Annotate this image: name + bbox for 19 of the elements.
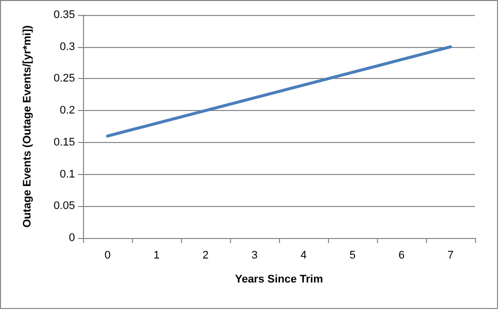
x-tick-label: 2 bbox=[202, 250, 209, 262]
x-axis-title: Years Since Trim bbox=[234, 274, 324, 286]
y-tick-label: 0.25 bbox=[54, 72, 75, 85]
x-tick-label: 0 bbox=[104, 250, 111, 262]
y-tick-label: 0.3 bbox=[60, 40, 75, 53]
x-tick-label: 1 bbox=[153, 250, 160, 262]
y-tick-label: 0.15 bbox=[54, 136, 75, 148]
y-tick-label: 0.2 bbox=[60, 104, 75, 117]
y-tick-label: 0.05 bbox=[54, 200, 75, 212]
y-tick-label: 0 bbox=[68, 232, 75, 244]
line-series bbox=[106, 45, 452, 138]
x-tick-label: 7 bbox=[447, 250, 454, 262]
x-tick-label: 3 bbox=[251, 250, 258, 262]
y-tick-label: 0.1 bbox=[60, 168, 75, 180]
y-axis-title: Outage Events (Outage Events/[yr*mi]) bbox=[22, 25, 34, 228]
x-tick-label: 5 bbox=[349, 250, 356, 262]
x-tick-label: 4 bbox=[300, 250, 307, 262]
x-tick-label: 6 bbox=[398, 250, 405, 262]
y-tick-label: 0.35 bbox=[54, 9, 75, 21]
